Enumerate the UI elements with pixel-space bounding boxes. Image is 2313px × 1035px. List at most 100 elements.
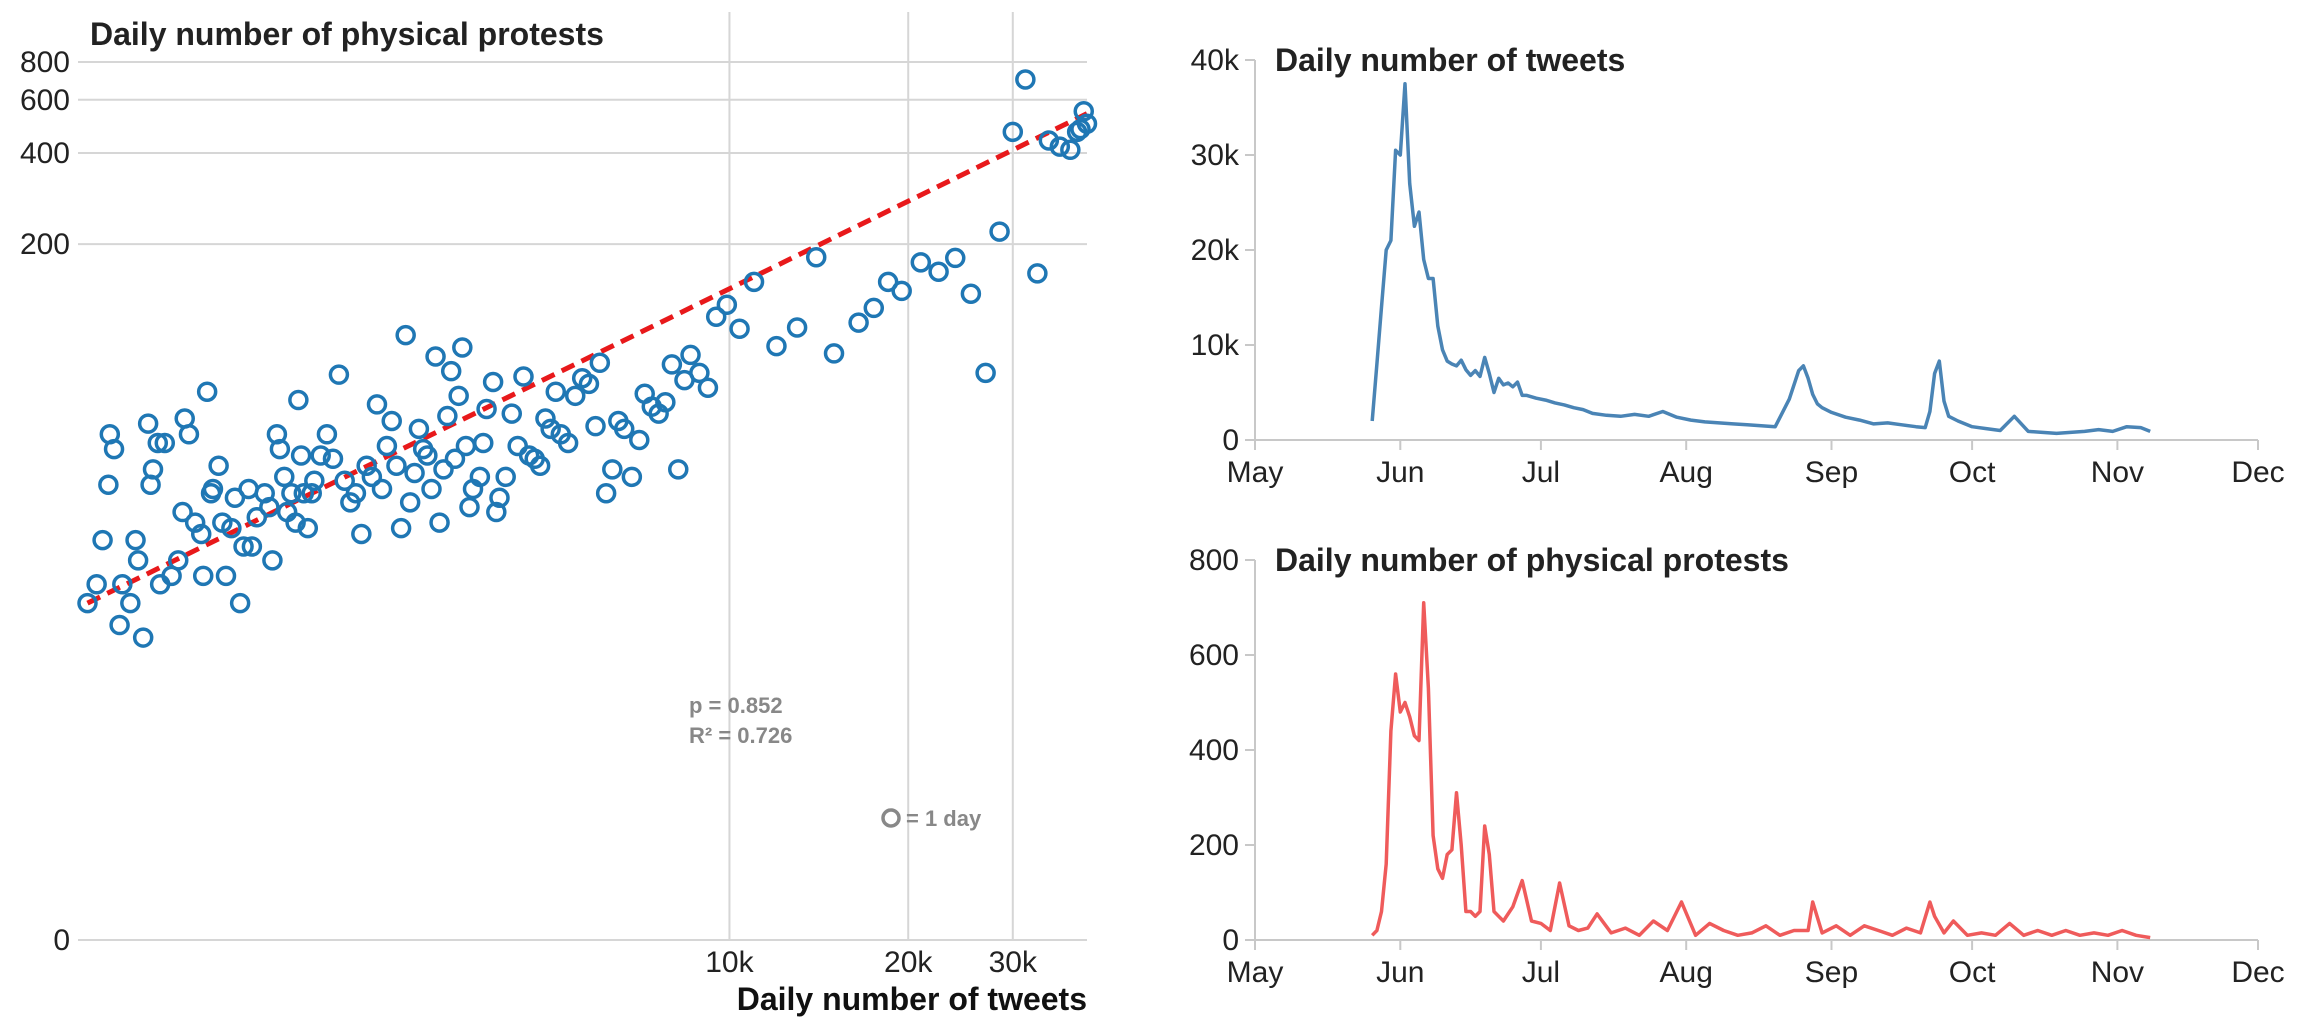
- scatter-point: [103, 438, 125, 460]
- scatter-point: [729, 318, 750, 339]
- protests-axes: [1245, 559, 2259, 950]
- scatter-point: [356, 455, 377, 476]
- protests-timeseries-chart: 0 200 400 600 800 May Jun Jul Aug Sep Oct Nov Dec Da…: [1150, 520, 2313, 1000]
- scatter-point: [444, 448, 466, 470]
- scatter-point: [495, 466, 516, 488]
- scatter-point: [215, 565, 237, 587]
- scatter-tick-labels: 800 600 400 200 0 10k 20k 30k: [20, 46, 1038, 979]
- scatter-point: [891, 280, 912, 302]
- scatter-point: [417, 445, 438, 466]
- y-tick-label: 600: [20, 84, 70, 117]
- scatter-point: [404, 462, 425, 484]
- tweets-tick-labels: 0 10k 20k 30k 40k May Jun Jul Aug Sep Oct Nov Dec: [1191, 44, 2285, 489]
- scatter-point: [127, 550, 149, 571]
- scatter-point: [109, 614, 130, 636]
- scatter-trendline: [86, 111, 1089, 606]
- scatter-point: [440, 360, 462, 382]
- scatter-point: [246, 506, 268, 528]
- scatter-point: [621, 466, 643, 488]
- scatter-point: [351, 523, 372, 545]
- x-tick-label: Dec: [2231, 956, 2284, 989]
- scatter-point: [482, 371, 504, 393]
- scatter-point: [233, 536, 254, 557]
- scatter-chart: 800 600 400 200 0 10k 20k 30k Daily number of p…: [0, 0, 1110, 1035]
- scatter-point: [371, 478, 393, 500]
- x-tick-label: Nov: [2091, 456, 2144, 489]
- scatter-point: [192, 565, 214, 587]
- x-tick-label: Jul: [1522, 456, 1560, 489]
- y-tick-label: 400: [1189, 734, 1239, 767]
- scatter-point: [697, 377, 719, 398]
- scatter-point: [238, 478, 259, 500]
- x-tick-label: Jul: [1522, 956, 1560, 989]
- scatter-point: [455, 435, 477, 457]
- scatter-point: [716, 294, 738, 316]
- scatter-point: [269, 438, 291, 460]
- y-tick-label: 600: [1189, 639, 1239, 672]
- y-tick-label: 10k: [1191, 329, 1240, 362]
- tweets-title: Daily number of tweets: [1275, 42, 1625, 78]
- scatter-point: [743, 271, 765, 293]
- scatter-point: [304, 470, 325, 491]
- scatter-point: [310, 445, 331, 466]
- scatter-plot-area: 800 600 400 200 0 10k 20k 30k Daily number of p…: [20, 12, 1098, 1017]
- x-tick-label: 20k: [884, 946, 933, 979]
- protests-series-line: [1370, 601, 2151, 940]
- scatter-point: [77, 592, 98, 614]
- scatter-point: [589, 352, 611, 374]
- scatter-point: [448, 385, 469, 407]
- scatter-point: [668, 459, 689, 480]
- scatter-point: [386, 455, 407, 476]
- r-squared-label: R² = 0.726: [689, 723, 792, 748]
- y-tick-label: 800: [1189, 544, 1239, 577]
- scatter-point: [564, 385, 586, 407]
- scatter-point: [376, 435, 398, 457]
- scatter-point: [86, 574, 107, 595]
- scatter-point: [928, 261, 949, 283]
- scatter-point: [960, 283, 982, 305]
- scatter-point: [877, 271, 899, 293]
- scatter-point: [202, 478, 224, 500]
- scatter-point: [655, 391, 676, 413]
- x-tick-label: Aug: [1660, 956, 1713, 989]
- scatter-point: [433, 459, 454, 480]
- scatter-point: [578, 373, 600, 395]
- scatter-point: [196, 381, 218, 402]
- scatter-point: [540, 418, 561, 440]
- scatter-point: [293, 483, 315, 504]
- x-tick-label: 10k: [705, 946, 754, 979]
- scatter-point: [501, 403, 523, 424]
- trendline: [86, 111, 1089, 606]
- scatter-point: [489, 487, 510, 508]
- scatter-point: [863, 297, 885, 319]
- scatter-point: [848, 312, 869, 333]
- x-tick-label: May: [1227, 956, 1284, 989]
- scatter-point: [689, 362, 710, 384]
- scatter-point: [221, 517, 242, 539]
- scatter-point: [529, 455, 551, 476]
- scatter-point: [823, 343, 845, 364]
- scatter-point: [629, 429, 650, 451]
- scatter-point: [142, 459, 164, 480]
- legend-label: = 1 day: [906, 806, 982, 831]
- scatter-point: [513, 366, 534, 387]
- scatter-point: [241, 536, 263, 557]
- scatter-point: [334, 470, 355, 491]
- scatter-point: [459, 496, 480, 518]
- scatter-point: [486, 501, 507, 523]
- y-tick-label: 800: [20, 46, 70, 79]
- scatter-point: [557, 432, 579, 454]
- x-tick-label: Nov: [2091, 956, 2144, 989]
- x-tick-label: Dec: [2231, 456, 2284, 489]
- scatter-point: [125, 529, 146, 551]
- scatter-point: [452, 337, 473, 358]
- scatter-point: [112, 574, 133, 595]
- scatter-point: [92, 529, 113, 551]
- scatter-point: [147, 432, 169, 454]
- scatter-point: [301, 483, 322, 504]
- scatter-point: [167, 550, 189, 571]
- y-tick-label: 0: [1222, 924, 1239, 957]
- scatter-point: [1015, 69, 1036, 90]
- scatter-point: [910, 252, 932, 273]
- scatter-point: [98, 474, 119, 496]
